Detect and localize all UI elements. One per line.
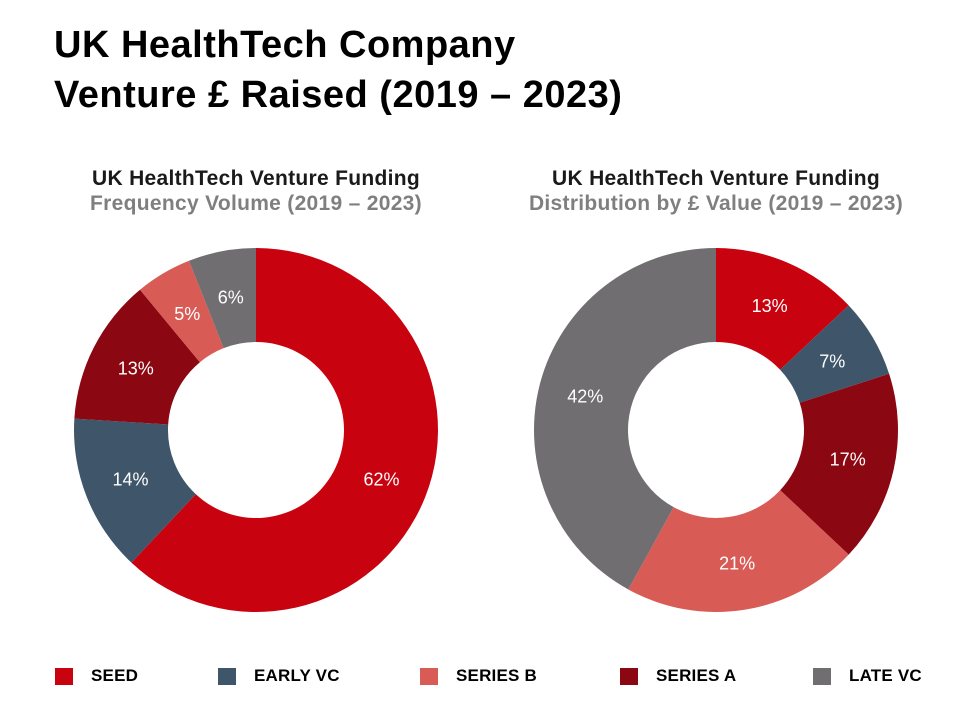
slice-label-series-a: 17% xyxy=(830,449,866,469)
donut-slice-series-a xyxy=(780,373,898,555)
slice-label-late-vc: 42% xyxy=(567,386,603,406)
chart-subtitle-line: Distribution by £ Value (2019 – 2023) xyxy=(528,192,904,215)
chart-frequency-volume: UK HealthTech Venture Funding Frequency … xyxy=(46,166,466,620)
donut-slice-series-a xyxy=(74,289,200,425)
chart-title-value-distribution: UK HealthTech Venture Funding Distributi… xyxy=(506,166,926,216)
slice-label-late-vc: 6% xyxy=(218,287,244,307)
legend-swatch-late-vc xyxy=(813,667,831,685)
legend-label-series-a: SERIES A xyxy=(656,666,737,685)
page-title-line-2: Venture £ Raised (2019 – 2023) xyxy=(54,74,623,116)
donut-slice-series-b xyxy=(139,260,224,363)
slice-label-seed: 62% xyxy=(363,470,399,490)
slice-label-early-vc: 7% xyxy=(819,351,845,371)
legend-item-late-vc: LATE VC xyxy=(813,666,922,686)
legend-swatch-series-b xyxy=(420,667,438,685)
slice-label-series-b: 21% xyxy=(719,553,755,573)
donut-chart-value-distribution: 13% 7% 17% 21% 42% xyxy=(533,248,898,613)
slice-label-seed: 13% xyxy=(752,296,788,316)
chart-title-line: UK HealthTech Venture Funding xyxy=(552,167,880,190)
legend-label-series-b: SERIES B xyxy=(456,666,537,685)
donut-slice-early-vc xyxy=(780,305,890,403)
legend-label-seed: SEED xyxy=(91,666,139,685)
slice-label-early-vc: 14% xyxy=(112,470,148,490)
chart-subtitle-line: Frequency Volume (2019 – 2023) xyxy=(90,192,422,215)
legend-item-seed: SEED xyxy=(55,666,138,686)
legend-swatch-series-a xyxy=(620,667,638,685)
legend-item-series-b: SERIES B xyxy=(420,666,537,686)
donut-slice-late-vc xyxy=(533,248,716,590)
page-title: UK HealthTech Company Venture £ Raised (… xyxy=(54,20,622,120)
legend-label-early-vc: EARLY VC xyxy=(254,666,340,685)
legend-label-late-vc: LATE VC xyxy=(849,666,922,685)
legend-swatch-seed xyxy=(55,667,73,685)
legend-item-series-a: SERIES A xyxy=(620,666,736,686)
chart-title-frequency-volume: UK HealthTech Venture Funding Frequency … xyxy=(46,166,466,216)
legend-item-early-vc: EARLY VC xyxy=(218,666,340,686)
donut-slice-late-vc xyxy=(189,248,256,349)
slice-label-series-b: 5% xyxy=(174,304,200,324)
donut-slice-seed xyxy=(716,248,849,370)
chart-value-distribution: UK HealthTech Venture Funding Distributi… xyxy=(506,166,926,620)
slice-label-series-a: 13% xyxy=(118,359,154,379)
legend: SEED EARLY VC SERIES B SERIES A LATE VC xyxy=(0,666,960,694)
legend-swatch-early-vc xyxy=(218,667,236,685)
donut-chart-frequency-volume: 62% 14% 13% 5% 6% xyxy=(74,248,439,612)
donut-slice-series-b xyxy=(628,490,849,613)
donut-slice-seed xyxy=(131,248,439,612)
page-title-line-1: UK HealthTech Company xyxy=(54,24,516,66)
donut-slice-early-vc xyxy=(74,418,196,563)
chart-title-line: UK HealthTech Venture Funding xyxy=(92,167,420,190)
